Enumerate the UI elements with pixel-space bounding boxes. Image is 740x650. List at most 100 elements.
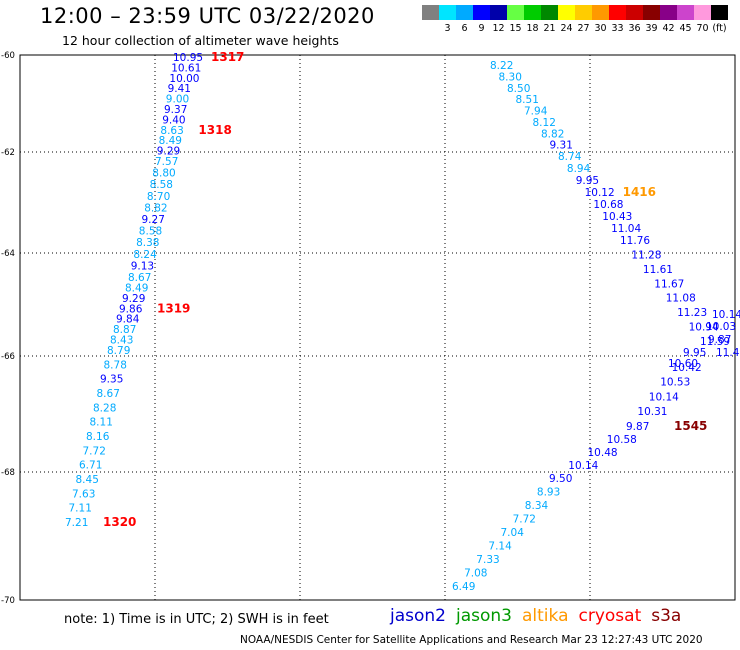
colorbar-label: 27 [577, 23, 589, 34]
wave-height-label: 9.00 [166, 94, 189, 106]
wave-height-label: 7.08 [464, 568, 487, 580]
wave-height-label: 11.61 [643, 264, 673, 276]
colorbar-swatch [711, 5, 728, 20]
wave-height-label: 11.28 [631, 249, 661, 261]
colorbar-label: 15 [509, 23, 521, 34]
colorbar-label: 3 [444, 23, 450, 34]
wave-height-label: 11.76 [620, 235, 650, 247]
wave-height-label: 9.95 [683, 347, 706, 359]
legend-altika: altika [522, 606, 569, 626]
y-tick-label: -64 [1, 249, 15, 259]
legend-jason2: jason2 [390, 606, 446, 626]
wave-height-label: 10.12 [585, 187, 615, 199]
wave-height-label: 6.49 [452, 581, 475, 593]
colorbar-swatch [558, 5, 575, 20]
wave-height-label: 7.21 [65, 517, 88, 529]
wave-height-label: 9.37 [164, 104, 187, 116]
colorbar-swatch [456, 5, 473, 20]
wave-height-label: 8.94 [567, 163, 591, 175]
map-title: 12:00 – 23:59 UTC 03/22/2020 [40, 4, 375, 28]
wave-height-label: 10.94 [689, 322, 719, 334]
wave-height-label: 7.63 [72, 488, 95, 500]
wave-height-label: 11.67 [654, 278, 684, 290]
colorbar-label: 36 [628, 23, 640, 34]
wave-height-label: 8.80 [152, 168, 175, 180]
time-label: 1320 [103, 515, 136, 529]
wave-height-label: 9.50 [549, 473, 572, 485]
colorbar-swatch [541, 5, 558, 20]
wave-height-label: 11.40 [716, 347, 740, 359]
wave-height-label: 10.60 [668, 358, 698, 370]
axis-ticks: -120-117-114-111-108-105-60-62-64-66-68-… [1, 51, 15, 605]
wave-height-label: 11.04 [611, 223, 641, 235]
wave-height-label: 10.68 [593, 199, 623, 211]
colorbar-label: 42 [662, 23, 674, 34]
colorbar-swatch [609, 5, 626, 20]
wave-height-label: 9.41 [168, 83, 191, 95]
satellite-legend: jason2 jason3 altika cryosat s3a [390, 606, 691, 626]
time-label: 1318 [198, 123, 231, 137]
wave-height-label: 9.84 [116, 314, 140, 326]
wave-height-label: 7.57 [155, 156, 178, 168]
wave-height-label: 10.43 [602, 211, 632, 223]
wave-height-label: 8.43 [110, 335, 133, 347]
wave-height-label: 10.14 [649, 391, 679, 403]
time-label: 1416 [623, 185, 656, 199]
colorbar-swatch [575, 5, 592, 20]
colorbar-swatch [422, 5, 439, 20]
wave-height-label: 8.28 [93, 402, 116, 414]
wave-height-label: 8.49 [125, 282, 148, 294]
wave-height-label: 10.14 [568, 460, 598, 472]
colorbar-label: 24 [560, 23, 572, 34]
colorbar-label: 39 [645, 23, 657, 34]
wave-height-label: 8.82 [144, 202, 167, 214]
wave-height-label: 10.95 [173, 52, 203, 64]
colorbar-label: 21 [543, 23, 555, 34]
wave-height-label: 9.31 [550, 140, 573, 152]
y-tick-label: -62 [1, 148, 15, 158]
legend-cryosat: cryosat [578, 606, 642, 626]
wave-height-label: 10.53 [660, 377, 690, 389]
wave-height-label: 11.59 [700, 336, 730, 348]
wave-height-label: 8.70 [147, 191, 170, 203]
wave-height-label: 9.29 [122, 293, 145, 305]
wave-height-label: 8.74 [558, 151, 582, 163]
colorbar-label: 30 [594, 23, 606, 34]
wave-height-label: 10.31 [637, 406, 667, 418]
wave-height-label: 8.24 [133, 249, 157, 261]
wave-height-label: 10.03 [706, 321, 736, 333]
wave-height-label: 8.34 [525, 500, 549, 512]
time-label: 1317 [211, 50, 244, 64]
y-tick-label: -70 [1, 596, 15, 605]
colorbar-label: 33 [611, 23, 623, 34]
wave-height-label: 8.82 [541, 128, 564, 140]
colorbar-label: 70 [696, 23, 708, 34]
wave-height-label: 8.67 [128, 272, 151, 284]
colorbar-swatch [592, 5, 609, 20]
wave-height-label: 10.00 [169, 73, 199, 85]
map-border [19, 54, 736, 601]
time-label: 1319 [157, 301, 190, 315]
y-tick-label: -66 [1, 352, 15, 362]
wave-height-label: 9.27 [142, 214, 165, 226]
wave-height-label: 11.23 [677, 307, 707, 319]
wave-height-label: 8.45 [76, 474, 99, 486]
wave-height-label: 9.40 [162, 114, 185, 126]
colorbar-label: 45 [679, 23, 691, 34]
colorbar-swatch [694, 5, 711, 20]
wave-height-label: 9.13 [131, 260, 154, 272]
wave-height-label: 7.33 [476, 554, 499, 566]
wave-height-label: 8.78 [104, 359, 127, 371]
wave-height-label: 8.58 [150, 179, 173, 191]
altimeter-map: -120-117-114-111-108-105-60-62-64-66-68-… [1, 50, 740, 605]
wave-height-label: 8.30 [499, 71, 522, 83]
wave-height-label: 7.11 [69, 503, 92, 515]
wave-height-colorbar: 3 6 9 12 15 18 21 24 27 30 33 36 39 42 45 70 (ft) [422, 5, 728, 34]
units-note: note: 1) Time is in UTC; 2) SWH is in fe… [64, 612, 329, 627]
colorbar-swatch [677, 5, 694, 20]
legend-jason3: jason3 [456, 606, 512, 626]
wave-height-label: 7.14 [488, 541, 512, 553]
wave-height-label: 10.42 [672, 362, 702, 374]
wave-height-label: 8.67 [97, 388, 120, 400]
wave-height-label: 8.63 [160, 125, 183, 137]
